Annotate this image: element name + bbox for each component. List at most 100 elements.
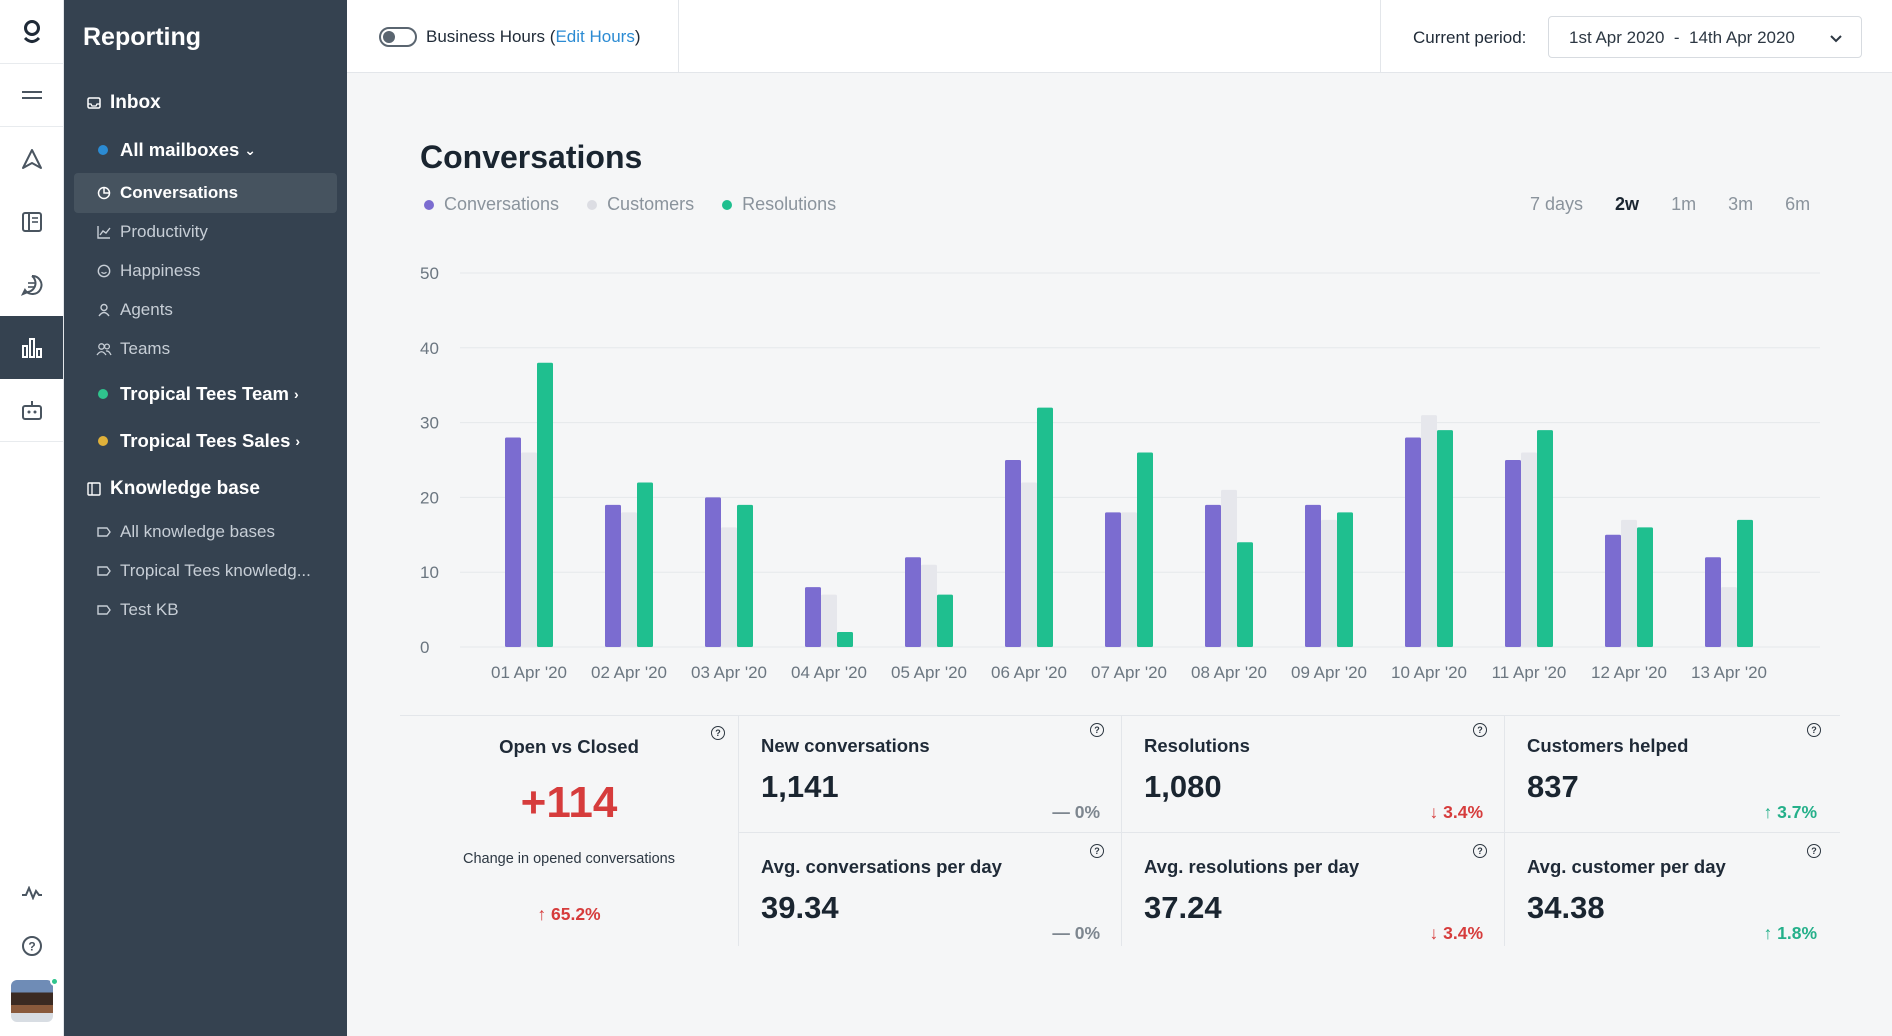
sidebar-item-label: Teams: [120, 339, 171, 358]
stat-label: Avg. conversations per day: [761, 856, 1002, 877]
x-tick-label: 03 Apr '20: [691, 663, 767, 682]
stat-label: New conversations: [761, 735, 930, 756]
help-icon[interactable]: ?: [1090, 844, 1104, 858]
business-hours-text: Business Hours: [426, 27, 546, 46]
help-icon[interactable]: ?: [1473, 723, 1487, 737]
sidebar-team-tropical-tees-sales[interactable]: Tropical Tees Sales ›: [74, 421, 337, 461]
stats-divider: [738, 716, 739, 946]
sidebar-item-agents[interactable]: Agents: [74, 290, 337, 330]
sidebar-item-tropical-tees-kb[interactable]: Tropical Tees knowledg...: [74, 551, 337, 591]
period-select-value: 1st Apr 2020 - 14th Apr 2020: [1569, 28, 1795, 47]
bar-resolutions: [1637, 527, 1653, 647]
sidebar-item-conversations[interactable]: Conversations: [74, 173, 337, 213]
stat-value: 1,141: [761, 769, 839, 804]
sidebar-section-knowledge-base[interactable]: Knowledge base: [74, 469, 337, 509]
range-6m[interactable]: 6m: [1785, 194, 1811, 214]
range-3m[interactable]: 3m: [1728, 194, 1754, 214]
help-icon[interactable]: ?: [1090, 723, 1104, 737]
period-select[interactable]: 1st Apr 2020 - 14th Apr 2020: [1548, 16, 1862, 58]
users-icon: [96, 341, 112, 357]
stats-divider: [1504, 716, 1505, 946]
sidebar-item-label: Tropical Tees knowledg...: [120, 561, 311, 580]
sidebar-team-label: Tropical Tees Sales: [120, 430, 291, 451]
help-icon[interactable]: ?: [1807, 844, 1821, 858]
x-tick-label: 10 Apr '20: [1391, 663, 1467, 682]
legend-item-customers[interactable]: Customers: [587, 194, 694, 215]
chevron-right-icon: ›: [293, 386, 299, 402]
range-2w[interactable]: 2w: [1615, 194, 1640, 214]
legend-item-resolutions[interactable]: Resolutions: [722, 194, 836, 215]
stat-value: +114: [520, 778, 618, 827]
bar-conversations: [605, 504, 621, 647]
business-hours-label: Business Hours (Edit Hours): [426, 27, 641, 46]
team-color-dot: [98, 436, 108, 446]
y-tick-label: 0: [420, 638, 429, 657]
edit-hours-link[interactable]: Edit Hours: [555, 27, 635, 46]
chat-icon[interactable]: [0, 253, 63, 316]
help-icon[interactable]: ?: [711, 726, 725, 740]
stat-change: ↓ 3.4%: [1429, 802, 1484, 822]
bar-customers: [1621, 519, 1637, 647]
stat-avg-customer: Avg. customer per day 34.38 ↑ 1.8% ?: [1527, 844, 1821, 943]
help-icon[interactable]: ?: [1473, 844, 1487, 858]
stat-change: ↑ 3.7%: [1763, 802, 1818, 822]
activity-icon[interactable]: [0, 866, 64, 919]
stat-value: 37.24: [1144, 890, 1222, 925]
stat-value: 39.34: [761, 890, 839, 925]
inbox-icon: [86, 95, 102, 111]
tag-icon: [96, 602, 112, 618]
range-7-days[interactable]: 7 days: [1530, 194, 1584, 214]
range-1m[interactable]: 1m: [1671, 194, 1697, 214]
topbar-divider: [678, 0, 679, 73]
legend-item-conversations[interactable]: Conversations: [424, 194, 559, 215]
sidebar-all-mailboxes[interactable]: All mailboxes ⌄: [74, 130, 337, 170]
menu-icon[interactable]: [0, 64, 63, 127]
sidebar-team-label: Tropical Tees Team: [120, 383, 289, 404]
bar-conversations: [1505, 460, 1521, 647]
y-tick-label: 50: [420, 264, 439, 283]
stat-label: Resolutions: [1144, 735, 1250, 756]
chart-legend: Conversations Customers Resolutions: [424, 194, 864, 215]
x-tick-label: 08 Apr '20: [1191, 663, 1267, 682]
sidebar-item-test-kb[interactable]: Test KB: [74, 590, 337, 630]
stat-value: 837: [1527, 769, 1579, 804]
bar-resolutions: [1537, 430, 1553, 647]
sidebar-team-tropical-tees-team[interactable]: Tropical Tees Team ›: [74, 374, 337, 414]
bar-resolutions: [637, 482, 653, 647]
bar-resolutions: [1137, 452, 1153, 647]
bar-conversations: [505, 437, 521, 647]
y-tick-label: 10: [420, 563, 439, 582]
bar-conversations: [1705, 557, 1721, 647]
help-icon[interactable]: ?: [0, 919, 64, 972]
legend-label: Resolutions: [742, 194, 837, 214]
y-tick-label: 30: [420, 414, 439, 433]
sidebar-item-productivity[interactable]: Productivity: [74, 212, 337, 252]
sidebar-item-happiness[interactable]: Happiness: [74, 251, 337, 291]
page-title: Conversations: [420, 139, 643, 175]
sidebar-item-all-knowledge-bases[interactable]: All knowledge bases: [74, 512, 337, 552]
sidebar-item-label: Productivity: [120, 222, 208, 241]
bar-resolutions: [1437, 430, 1453, 647]
stat-customers-helped: Customers helped 837 ↑ 3.7% ?: [1527, 723, 1821, 822]
knowledge-base-icon[interactable]: [0, 190, 63, 253]
bot-icon[interactable]: [0, 379, 63, 442]
sidebar-item-teams[interactable]: Teams: [74, 329, 337, 369]
chevron-down-icon: ⌄: [244, 141, 256, 158]
app-logo-icon[interactable]: [0, 0, 63, 64]
bar-customers: [1221, 489, 1237, 647]
stats-panel: Open vs Closed +114 Change in opened con…: [400, 715, 1840, 946]
user-avatar[interactable]: [11, 977, 59, 1022]
help-icon[interactable]: ?: [1807, 723, 1821, 737]
sidebar-section-inbox[interactable]: Inbox: [74, 83, 337, 123]
icon-rail: ?: [0, 0, 64, 1036]
toggle-knob: [383, 31, 395, 43]
team-color-dot: [98, 389, 108, 399]
legend-dot: [424, 199, 434, 210]
x-tick-label: 12 Apr '20: [1591, 663, 1667, 682]
business-hours-toggle[interactable]: [379, 27, 417, 47]
send-icon[interactable]: [0, 127, 63, 190]
reporting-icon[interactable]: [0, 316, 63, 379]
stat-open-vs-closed: Open vs Closed +114 Change in opened con…: [400, 716, 738, 946]
bar-resolutions: [737, 504, 753, 647]
user-icon: [96, 302, 112, 318]
